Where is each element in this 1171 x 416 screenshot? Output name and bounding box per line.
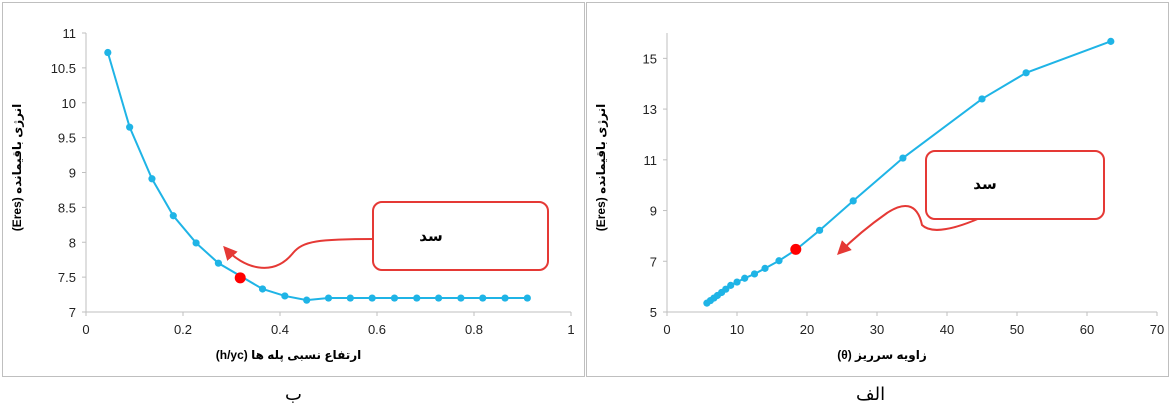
x-tick-label: 60 <box>1080 322 1094 337</box>
y-tick-label: 8.5 <box>58 200 76 215</box>
data-point <box>849 197 857 205</box>
data-point <box>281 292 289 300</box>
annotation-arrow <box>837 205 981 255</box>
annotation-box <box>372 201 549 271</box>
x-tick-label: 0 <box>82 322 89 337</box>
data-point <box>457 294 465 302</box>
x-axis-title: زاویه سرریز (θ) <box>837 348 927 363</box>
y-tick-label: 5 <box>650 305 657 320</box>
y-tick-label: 7 <box>69 305 76 320</box>
residual-energy-vs-spillway-angle-chart: 0 10 20 30 40 50 60 70 5 7 9 11 13 15 زاویه سرریز (θ) ا… <box>594 33 1164 363</box>
x-tick-label: 10 <box>730 322 744 337</box>
residual-energy-vs-relative-step-height-chart: 0 0.2 0.4 0.6 0.8 1 7 7.5 8 8.5 9 9.5 10 10.5 11 ارتفاع… <box>10 26 575 362</box>
data-point <box>390 294 399 302</box>
y-axis-title: انرژی باقیمانده (Eres) <box>10 104 24 232</box>
data-point <box>816 226 824 234</box>
data-point <box>104 48 112 57</box>
panel-caption-left: ب <box>285 384 302 405</box>
data-point <box>1022 69 1030 77</box>
x-tick-label: 70 <box>1150 322 1164 337</box>
data-point <box>126 123 134 131</box>
data-point <box>192 239 200 247</box>
y-tick-label: 8 <box>69 235 76 250</box>
data-point <box>368 294 376 302</box>
chart-panel-right: 0 10 20 30 40 50 60 70 5 7 9 11 13 15 زاویه سرریز (θ) ا… <box>586 2 1169 377</box>
data-point <box>523 294 531 302</box>
x-tick-label: 0.6 <box>368 322 386 337</box>
data-point <box>727 281 735 289</box>
x-tick-label: 1 <box>567 322 574 337</box>
y-tick-label: 7.5 <box>58 270 76 285</box>
data-point <box>733 278 741 286</box>
annotation-box <box>925 150 1105 220</box>
data-point <box>169 212 177 220</box>
data-point <box>1107 37 1115 45</box>
data-point <box>775 257 783 265</box>
data-point <box>303 296 311 304</box>
x-tick-label: 30 <box>870 322 884 337</box>
data-point <box>434 294 443 302</box>
highlight-point <box>234 272 246 284</box>
y-tick-label: 9.5 <box>58 131 76 146</box>
data-point <box>258 285 267 293</box>
x-axis-title: ارتفاع نسبی پله ها (h/yc) <box>216 348 361 362</box>
data-point <box>413 294 421 302</box>
y-tick-label: 11 <box>644 153 658 168</box>
annotation-arrow <box>223 238 376 269</box>
y-tick-label: 10.5 <box>51 61 76 76</box>
x-tick-label: 0.8 <box>465 322 483 337</box>
chart-panel-left: 0 0.2 0.4 0.6 0.8 1 7 7.5 8 8.5 9 9.5 10 10.5 11 ارتفاع… <box>2 2 585 377</box>
data-point <box>324 294 333 302</box>
highlight-point <box>790 243 802 255</box>
data-point <box>761 264 769 272</box>
data-point <box>479 294 487 302</box>
x-tick-label: 0.4 <box>271 322 289 337</box>
x-tick-label: 0 <box>663 322 670 337</box>
x-tick-label: 20 <box>800 322 814 337</box>
data-point <box>750 270 759 278</box>
data-point <box>148 175 156 183</box>
y-tick-label: 10 <box>62 96 76 111</box>
data-point <box>741 274 749 282</box>
y-tick-label: 15 <box>643 51 657 66</box>
y-tick-label: 9 <box>69 166 76 181</box>
y-tick-label: 11 <box>63 26 77 41</box>
data-point <box>346 294 354 302</box>
data-point <box>214 259 223 267</box>
panel-caption-right: الف <box>856 384 886 405</box>
y-tick-label: 13 <box>643 102 657 117</box>
data-point <box>722 285 730 293</box>
y-tick-label: 9 <box>650 204 657 219</box>
y-axis-title: انرژی باقیمانده (Eres) <box>594 104 608 232</box>
data-point <box>501 294 509 302</box>
data-point <box>899 154 907 162</box>
annotation-label: سد <box>419 228 442 245</box>
y-tick-label: 7 <box>650 254 657 269</box>
data-point <box>978 95 986 103</box>
annotation-label: سد <box>973 176 996 193</box>
x-tick-label: 50 <box>1010 322 1024 337</box>
x-tick-label: 40 <box>940 322 954 337</box>
x-tick-label: 0.2 <box>174 322 192 337</box>
